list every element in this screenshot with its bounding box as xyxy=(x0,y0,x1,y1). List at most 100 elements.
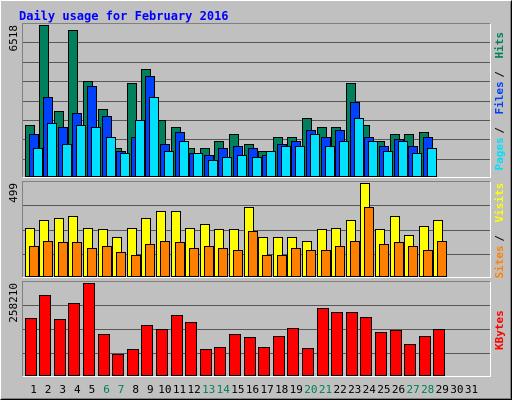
bar-kbytes-day-23 xyxy=(346,312,358,376)
bar-sites-day-2 xyxy=(43,241,53,277)
panel-bevel-dark xyxy=(22,281,491,377)
x-label-day-29: 29 xyxy=(436,383,449,396)
x-label-day-10: 10 xyxy=(158,383,171,396)
bar-sites-day-16 xyxy=(248,231,258,277)
bar-pages-day-4 xyxy=(76,125,86,177)
bar-kbytes-day-17 xyxy=(258,347,270,376)
bar-sites-day-27 xyxy=(408,246,418,277)
bar-kbytes-day-10 xyxy=(156,329,168,376)
bar-pages-day-28 xyxy=(427,148,437,177)
bar-kbytes-day-26 xyxy=(390,330,402,376)
bar-sites-day-13 xyxy=(204,246,214,277)
bar-pages-day-18 xyxy=(281,146,291,177)
x-label-day-30: 30 xyxy=(450,383,463,396)
bar-pages-day-13 xyxy=(208,160,218,177)
bar-sites-day-9 xyxy=(145,244,155,277)
bar-pages-day-27 xyxy=(412,153,422,177)
y-max-label: 6518 xyxy=(7,25,20,52)
bar-kbytes-day-8 xyxy=(127,349,139,376)
bar-sites-day-23 xyxy=(350,241,360,277)
x-label-day-27: 27 xyxy=(406,383,419,396)
bar-kbytes-day-20 xyxy=(302,348,314,376)
bar-kbytes-day-2 xyxy=(39,295,51,376)
x-label-day-21: 21 xyxy=(319,383,332,396)
chart-panel-3: 258210 KBytes xyxy=(7,281,506,377)
x-label-day-31: 31 xyxy=(465,383,478,396)
bar-kbytes-day-18 xyxy=(273,336,285,376)
panel-bevel-light xyxy=(22,181,491,278)
bar-sites-day-7 xyxy=(116,252,126,277)
bar-sites-day-17 xyxy=(262,255,272,277)
bar-kbytes-day-14 xyxy=(214,347,226,376)
legend-separator: / xyxy=(493,127,506,134)
bar-pages-day-6 xyxy=(106,137,116,177)
x-label-day-8: 8 xyxy=(132,383,139,396)
x-label-day-18: 18 xyxy=(275,383,288,396)
legend: KBytes xyxy=(493,310,506,350)
legend-sites: Sites xyxy=(493,245,506,278)
bar-pages-day-1 xyxy=(33,148,43,177)
bar-kbytes-day-1 xyxy=(25,318,37,376)
bar-sites-day-8 xyxy=(131,255,141,277)
bar-kbytes-day-16 xyxy=(244,337,256,376)
x-axis-day-labels: 1 2 3 4 5 6 7 8 9 10 11 12 13 14 15 16 17 18 19 20 21 22 23 24 2… xyxy=(30,383,478,396)
x-label-day-16: 16 xyxy=(246,383,259,396)
x-label-day-14: 14 xyxy=(217,383,231,396)
bar-sites-day-3 xyxy=(58,242,68,277)
bar-kbytes-day-22 xyxy=(331,312,343,376)
bar-pages-day-26 xyxy=(398,141,408,177)
legend-pages: Pages xyxy=(493,137,506,170)
bar-kbytes-day-5 xyxy=(83,283,95,376)
y-max-label: 499 xyxy=(7,183,20,203)
x-label-day-22: 22 xyxy=(333,383,346,396)
bar-sites-day-20 xyxy=(306,250,316,277)
bar-sites-day-4 xyxy=(72,242,82,277)
bar-sites-day-5 xyxy=(87,248,97,277)
x-label-day-3: 3 xyxy=(59,383,66,396)
bar-kbytes-day-11 xyxy=(171,315,183,376)
x-label-day-17: 17 xyxy=(260,383,273,396)
bar-pages-day-20 xyxy=(310,134,320,177)
chart-panel-2: 499 Sites / Visits xyxy=(7,181,506,279)
bar-sites-day-29 xyxy=(437,241,447,277)
series-pages xyxy=(33,97,437,177)
series-sites xyxy=(29,207,447,277)
bar-kbytes-day-9 xyxy=(141,325,153,376)
bar-pages-day-3 xyxy=(62,144,72,177)
bar-kbytes-day-21 xyxy=(317,308,329,376)
bar-pages-day-24 xyxy=(368,141,378,177)
bar-pages-day-22 xyxy=(339,141,349,177)
bar-kbytes-day-4 xyxy=(68,303,80,376)
bar-kbytes-day-3 xyxy=(54,319,66,376)
bar-kbytes-day-25 xyxy=(375,332,387,376)
bar-pages-day-17 xyxy=(266,151,276,177)
bar-pages-day-8 xyxy=(135,120,145,177)
legend-separator: / xyxy=(493,235,506,242)
legend: Sites / Visits xyxy=(493,183,506,279)
bar-pages-day-10 xyxy=(164,151,174,177)
bar-pages-day-15 xyxy=(237,155,247,177)
chart-title: Daily usage for February 2016 xyxy=(19,9,229,23)
legend-visits: Visits xyxy=(493,183,506,223)
bar-sites-day-25 xyxy=(379,244,389,277)
bar-sites-day-24 xyxy=(364,207,374,277)
panel-bevel-dark xyxy=(22,23,491,178)
bar-sites-day-6 xyxy=(102,246,112,277)
bar-pages-day-16 xyxy=(252,157,262,177)
bar-kbytes-day-19 xyxy=(287,328,299,376)
x-label-day-13: 13 xyxy=(202,383,215,396)
x-label-day-25: 25 xyxy=(377,383,390,396)
bar-sites-day-18 xyxy=(277,255,287,277)
bar-pages-day-2 xyxy=(47,123,57,177)
x-label-day-1: 1 xyxy=(30,383,37,396)
bar-sites-day-14 xyxy=(218,248,228,277)
bar-sites-day-21 xyxy=(321,250,331,277)
bar-pages-day-12 xyxy=(193,153,203,177)
series-kbytes xyxy=(25,283,445,376)
bar-sites-day-1 xyxy=(29,246,39,277)
bar-kbytes-day-29 xyxy=(433,329,445,376)
x-label-day-23: 23 xyxy=(348,383,361,396)
x-label-day-12: 12 xyxy=(187,383,200,396)
